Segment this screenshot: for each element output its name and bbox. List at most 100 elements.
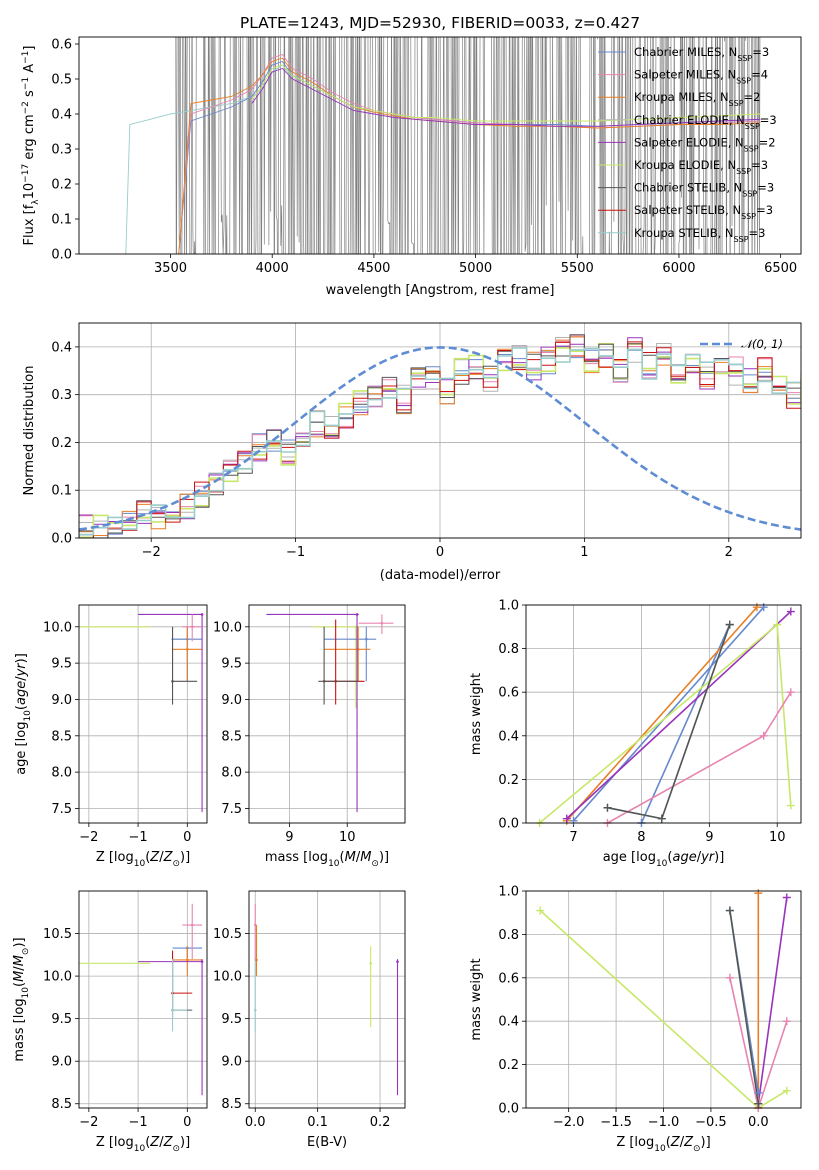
model-spectrum-line-kroupa_miles — [178, 57, 761, 254]
mass_vs_Z-point-kroupa_miles — [186, 958, 189, 962]
weight_vs_age-marker-salpeter_elodie — [562, 814, 571, 823]
mass_vs_Z-xlabel: Z [log10(Z/Z⊙)] — [96, 1135, 190, 1154]
residuals-xtick-label: 2 — [725, 545, 733, 560]
mass_vs_Z-frame — [78, 890, 208, 1109]
weight_vs_age-ytick-label: 0.6 — [498, 686, 519, 701]
weight_vs_Z-line-salpeter_elodie — [757, 897, 788, 1104]
weight_vs_age-line-kroupa_elodie — [539, 622, 792, 823]
weight_vs_age-line-kroupa_miles — [566, 606, 758, 822]
weight_vs_age-line-chabrier_miles — [640, 624, 731, 823]
mass_vs_EBV-xtick-label: 0.0 — [245, 1115, 266, 1130]
spectrum-xtick-label: 3500 — [154, 261, 187, 276]
weight_vs_Z-marker-kroupa_elodie — [536, 906, 545, 915]
spectrum-ytick-label: 0.0 — [51, 248, 72, 263]
legend-label-chabrier_miles: Chabrier MILES, NSSP=3 — [634, 45, 769, 63]
weight_vs_age-line-salpeter_elodie — [566, 610, 792, 820]
mass_vs_Z-point-salpeter_elodie — [200, 960, 204, 963]
weight_vs_Z-xtick-label: −1.0 — [648, 1115, 680, 1130]
age_vs_Z-ytick-label: 7.5 — [51, 802, 72, 817]
weight_vs_Z-marker-salpeter_miles — [725, 973, 734, 982]
spectrum-ytick-label: 0.4 — [51, 108, 72, 123]
weight_vs_age-marker-kroupa_elodie — [773, 620, 782, 629]
age_vs_Z-point-chabrier_stelib — [171, 680, 174, 683]
legend-label-salpeter_miles: Salpeter MILES, NSSP=4 — [634, 68, 768, 86]
age_vs_Z-ylabel: age [log10(age/yr)] — [14, 653, 33, 775]
age_vs_Z-ytick-label: 8.5 — [51, 729, 72, 744]
weight_vs_Z-ytick-label: 0.0 — [498, 1102, 519, 1117]
weight_vs_Z-frame — [525, 890, 802, 1109]
weight_vs_Z-line-chabrier_stelib — [729, 910, 760, 1104]
residuals-xtick-label: −1 — [286, 545, 305, 560]
spectrum-xtick-label: 4000 — [256, 261, 289, 276]
residuals-panel: −2 −1 0 1 2 0.0 0.1 0.2 0.3 0.4 (data-model)/error… — [22, 322, 802, 583]
weight_vs_age-marker-chabrier_stelib — [603, 803, 612, 812]
age_vs_Z-point-kroupa_elodie — [73, 626, 76, 629]
weight_vs_age-marker-salpeter_miles — [786, 688, 795, 697]
residuals-xlabel: (data-model)/error — [380, 568, 501, 583]
mass_vs_Z-xtick-label: 0 — [183, 1115, 191, 1130]
spectrum-ylabel: Flux [fλ10−17 erg cm−2 s−1 A−1] — [21, 46, 41, 246]
mass_vs_Z-ytick-label: 9.0 — [51, 1055, 72, 1070]
age_vs_mass-point-salpeter_elodie — [355, 613, 359, 616]
weight_vs_age-marker-kroupa_miles — [752, 603, 761, 612]
age_vs_Z-xtick-label: 0 — [183, 830, 191, 845]
age_vs_mass-point-chabrier_stelib — [322, 680, 326, 683]
residuals-plot-area — [79, 334, 801, 538]
mass_vs_EBV-panel: 0.0 0.1 0.2 8.5 9.0 9.5 10.0 10.5 E(B-V) — [213, 890, 406, 1150]
mass_vs_Z-plot-area — [79, 903, 204, 1096]
age_vs_mass-ytick-label: 9.5 — [221, 657, 242, 672]
weight_vs_age-panel: 7 8 9 10 0.0 0.2 0.4 0.6 0.8 1.0 mass weight age [l… — [469, 599, 802, 869]
spectrum-xlabel: wavelength [Angstrom, rest frame] — [326, 283, 555, 298]
age_vs_mass-frame — [248, 604, 406, 824]
weight_vs_age-marker-salpeter_miles — [759, 731, 768, 740]
age_vs_Z-xtick-label: −1 — [128, 830, 147, 845]
age_vs_Z-xlabel: Z [log10(Z/Z⊙)] — [96, 850, 190, 869]
spectrum-ytick-label: 0.2 — [51, 178, 72, 193]
mass_vs_EBV-point-kroupa_elodie — [369, 962, 372, 965]
weight_vs_Z-marker-chabrier_miles — [754, 1088, 763, 1097]
residuals-ylabel: Normed distribution — [22, 366, 37, 496]
weight_vs_age-xtick-label: 7 — [569, 830, 577, 845]
model-spectrum-line-salpeter_elodie — [251, 67, 761, 127]
weight_vs_Z-ytick-label: 0.2 — [498, 1058, 519, 1073]
mass_vs_Z-ytick-label: 9.5 — [51, 1012, 72, 1027]
residuals-ytick-label: 0.0 — [51, 532, 72, 547]
mass_vs_Z-xtick-label: −2 — [79, 1115, 98, 1130]
legend-label-kroupa_stelib: Kroupa STELIB, NSSP=3 — [634, 226, 765, 244]
spectrum-xtick-label: 6000 — [662, 261, 695, 276]
mass_vs_EBV-point-salpeter_elodie — [396, 960, 399, 963]
weight_vs_age-marker-chabrier_stelib — [657, 814, 666, 823]
residuals-frame — [78, 322, 802, 539]
mass_vs_Z-ylabel: mass [log10(M/M⊙)] — [12, 937, 31, 1061]
mass_vs_EBV-ytick-label: 10.0 — [213, 970, 242, 985]
age_vs_Z-ytick-label: 9.0 — [51, 693, 72, 708]
weight_vs_Z-panel: −2.0 −1.5 −1.0 −0.5 0.0 0.0 0.2 0.4 0.6 0.8 1.0 mas… — [469, 885, 802, 1154]
residual-histogram-salpeter_miles — [79, 335, 801, 538]
age_vs_Z-point-kroupa_miles — [186, 648, 189, 651]
age_vs_mass-xtick-label: 10 — [339, 830, 356, 845]
spectrum-ytick-label: 0.5 — [51, 73, 72, 88]
spectrum-ytick-label: 0.3 — [51, 143, 72, 158]
age_vs_Z-ytick-label: 8.0 — [51, 766, 72, 781]
weight_vs_Z-ytick-label: 0.4 — [498, 1015, 519, 1030]
legend-label-kroupa_miles: Kroupa MILES, NSSP=2 — [634, 90, 760, 108]
weight_vs_Z-xtick-label: −0.5 — [695, 1115, 727, 1130]
spectrum-ytick-label: 0.6 — [51, 38, 72, 53]
age_vs_Z-plot-area — [73, 613, 204, 813]
weight_vs_Z-marker-salpeter_miles — [782, 1017, 791, 1026]
mass_vs_Z-point-kroupa_stelib — [171, 1008, 174, 1012]
age_vs_Z-ytick-label: 10.0 — [43, 620, 72, 635]
weight_vs_age-ytick-label: 0.0 — [498, 817, 519, 832]
mass_vs_EBV-point-kroupa_miles — [255, 958, 258, 962]
mass_vs_EBV-xlabel: E(B-V) — [307, 1135, 347, 1150]
weight_vs_Z-ylabel: mass weight — [469, 958, 484, 1040]
weight_vs_age-marker-chabrier_miles — [759, 603, 768, 612]
age_vs_Z-frame — [78, 604, 208, 824]
weight_vs_Z-xtick-label: 0.0 — [748, 1115, 769, 1130]
weight_vs_age-xlabel: age [log10(age/yr)] — [603, 850, 725, 869]
mass_vs_EBV-ytick-label: 8.5 — [221, 1097, 242, 1112]
age_vs_Z-point-salpeter_elodie — [200, 613, 204, 616]
spectrum-ytick-label: 0.1 — [51, 213, 72, 228]
weight_vs_age-xtick-label: 10 — [769, 830, 786, 845]
